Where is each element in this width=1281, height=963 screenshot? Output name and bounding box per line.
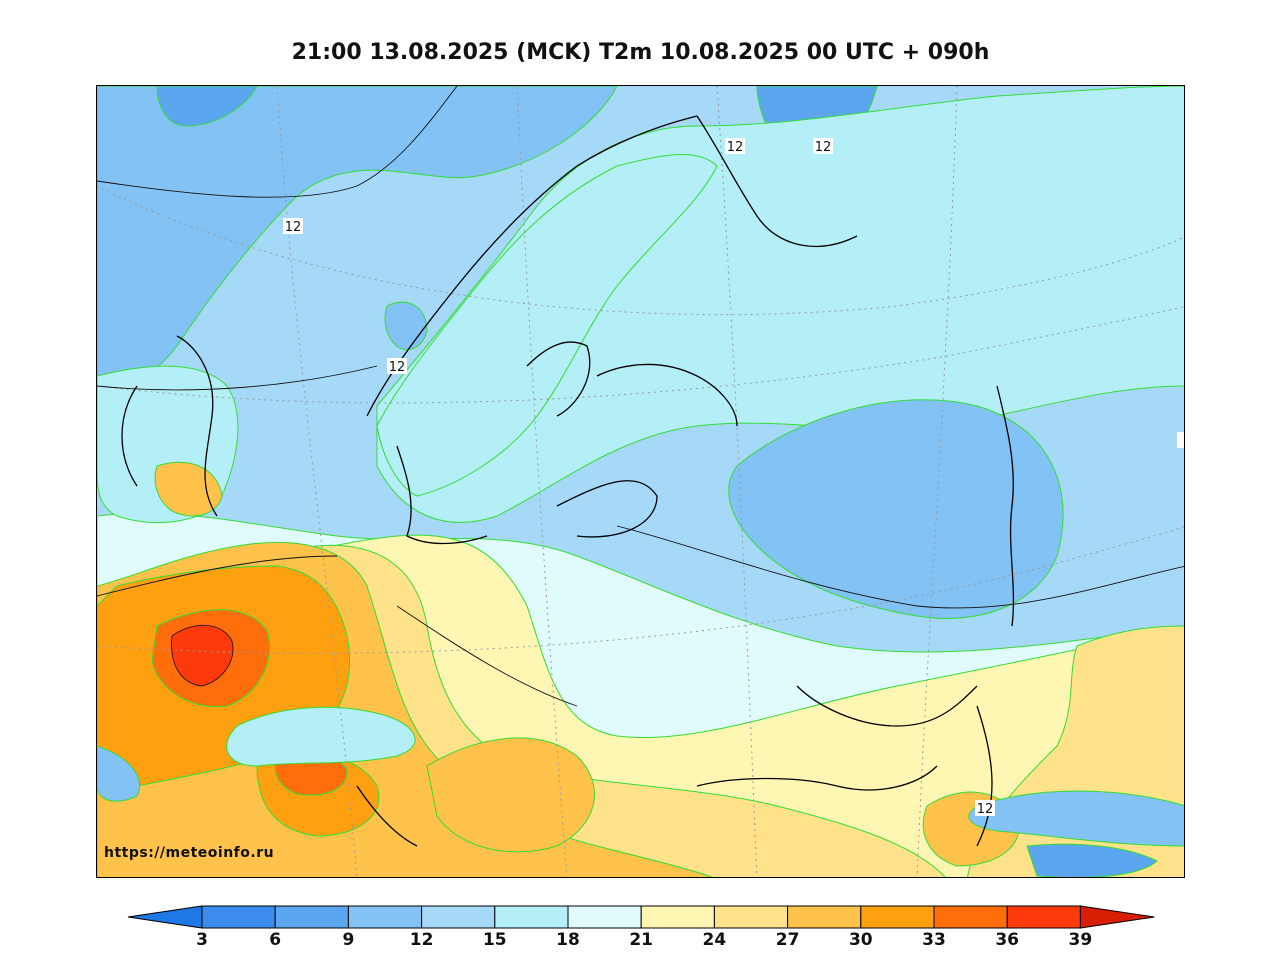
colorbar-tick-label: 18 [556,930,580,950]
contour-label: 12 [977,802,994,817]
zone-caucasus [968,790,1184,847]
colorbar-segment [347,905,423,929]
colorbar-segment [713,905,789,929]
colorbar-segment [201,905,276,929]
colorbar-segment [567,905,642,929]
colorbar-tick-label: 21 [629,930,654,950]
zone-scandinavia [376,154,718,497]
contour-label: 12 [285,220,302,235]
colorbar-tick-label: 30 [848,930,873,950]
chart-title: 21:00 13.08.2025 (MCK) T2m 10.08.2025 00… [291,40,990,65]
map-canvas: 12 12 12 12 12 12 [97,86,1185,877]
colorbar-extend-high [1079,905,1155,929]
zone-36 [171,624,234,687]
contour-label: 12 [727,140,744,155]
zone-12 [97,86,618,387]
colorbar-segment [494,905,569,929]
colorbar [127,905,1155,929]
colorbar-tick-label: 6 [269,930,282,950]
isotherms [97,86,1184,707]
watermark-url: https://meteoinfo.ru [104,845,275,861]
colorbar-tick-label: 33 [922,930,946,950]
colorbar-extend-low [127,905,203,929]
zone-12-central [728,399,1064,619]
colorbar-tick-label: 39 [1068,930,1093,950]
zone-pyrenees [97,745,141,802]
colorbar-segment [421,905,496,929]
temperature-map: 12 12 12 12 12 12 [96,85,1185,878]
colorbar-tick-label: 24 [702,930,727,950]
colorbar-tick-label: 15 [482,930,507,950]
colorbar-tick-label: 3 [196,930,208,950]
colorbar-segment [860,905,935,929]
colorbar-tick-label: 36 [995,930,1020,950]
contour-labels: 12 12 12 12 12 12 [283,138,1185,817]
colorbar-segment [933,905,1008,929]
colorbar-tick-label: 27 [775,930,800,950]
zone-27-balkan [426,737,595,853]
colorbar-segment [274,905,349,929]
contour-label: 12 [1183,434,1185,449]
colorbar-segment [1006,905,1081,929]
colorbar-segment [640,905,715,929]
colorbar-tick-label: 9 [342,930,355,950]
contour-label: 12 [815,140,832,155]
colorbar-segment [787,905,862,929]
colorbar-tick-label: 12 [409,930,434,950]
graticule [97,86,1184,877]
coastlines [121,115,1015,847]
contour-label: 12 [389,360,406,375]
zone-alps [226,706,416,767]
zone-9 [156,86,258,127]
zone-caucasus-cold [1026,843,1158,877]
